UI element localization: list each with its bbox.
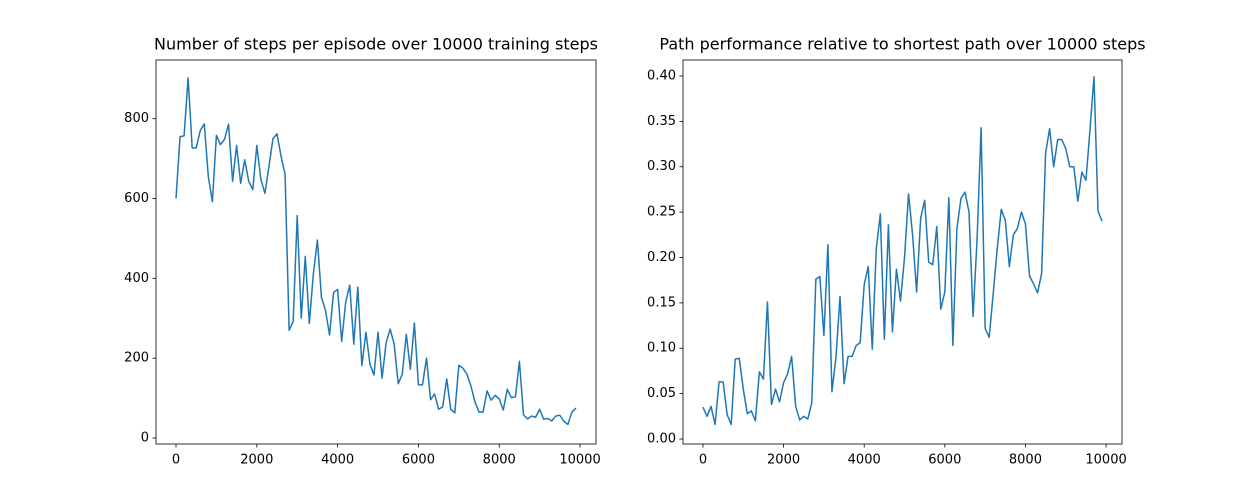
x-tick-label: 8000 <box>483 453 516 468</box>
y-tick-label: 0.35 <box>647 114 676 129</box>
y-tick-label: 0.00 <box>647 432 676 447</box>
x-tick-label: 8000 <box>1009 453 1042 468</box>
data-line <box>175 77 577 426</box>
x-tick-label: 4000 <box>321 453 354 468</box>
x-tick-label: 6000 <box>402 453 435 468</box>
y-tick-label: 0.25 <box>647 205 676 220</box>
x-tick-label: 4000 <box>848 453 881 468</box>
y-tick-label: 0.20 <box>647 250 676 265</box>
axes-frame <box>155 59 597 445</box>
y-tick-label: 0.10 <box>647 341 676 356</box>
chart-title: Number of steps per episode over 10000 t… <box>154 35 598 54</box>
axes-frame <box>682 59 1123 445</box>
x-tick-label: 2000 <box>240 453 273 468</box>
x-tick-label: 0 <box>699 453 707 468</box>
y-tick-label: 0.30 <box>647 159 676 174</box>
y-tick-label: 400 <box>124 271 149 286</box>
y-tick-label: 0.15 <box>647 295 676 310</box>
chart-title: Path performance relative to shortest pa… <box>659 35 1145 54</box>
x-tick-label: 0 <box>172 453 180 468</box>
y-tick-label: 0 <box>141 431 149 446</box>
y-tick-label: 0.40 <box>647 68 676 83</box>
x-tick-label: 10000 <box>559 453 600 468</box>
x-tick-label: 6000 <box>928 453 961 468</box>
x-tick-label: 2000 <box>767 453 800 468</box>
y-tick-label: 600 <box>124 191 149 206</box>
y-tick-label: 800 <box>124 111 149 126</box>
y-tick-label: 200 <box>124 351 149 366</box>
x-tick-label: 10000 <box>1085 453 1126 468</box>
data-line <box>702 76 1103 426</box>
y-tick-label: 0.05 <box>647 386 676 401</box>
